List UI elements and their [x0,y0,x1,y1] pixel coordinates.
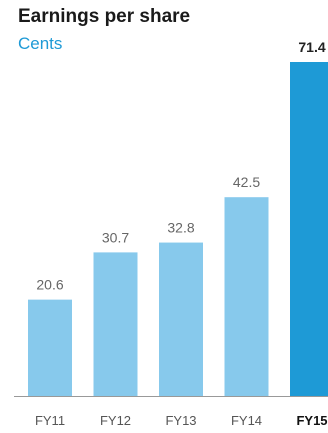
bar-fy15 [290,62,328,396]
chart-subtitle: Cents [18,34,63,53]
bar-fy11 [28,299,72,396]
bar-fy14 [224,197,269,396]
bar-fy12 [93,252,138,396]
category-label-fy11: FY11 [35,413,65,428]
category-label-fy14: FY14 [231,413,262,428]
value-label-fy12: 30.7 [102,229,129,245]
category-label-fy12: FY12 [100,413,131,428]
value-label-fy11: 20.6 [36,277,63,293]
category-label-fy15: FY15 [296,413,327,428]
value-label-fy13: 32.8 [167,220,194,236]
bar-fy13 [159,242,203,396]
category-label-fy13: FY13 [165,413,196,428]
value-label-fy14: 42.5 [233,174,260,190]
value-label-fy15: 71.4 [298,39,325,55]
chart-title: Earnings per share [18,6,191,27]
